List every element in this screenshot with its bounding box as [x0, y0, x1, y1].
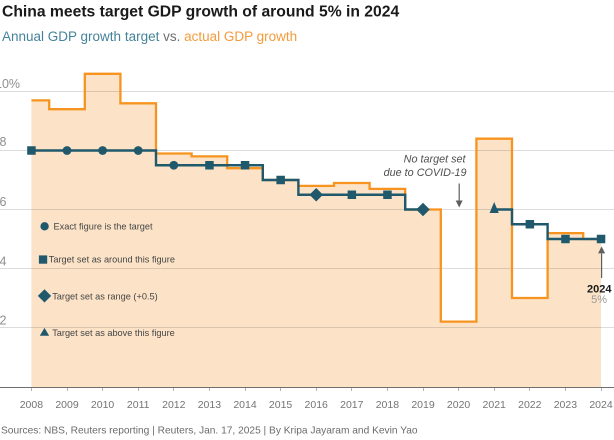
svg-text:2015: 2015: [269, 399, 293, 411]
svg-text:Annual GDP growth target vs. a: Annual GDP growth target vs. actual GDP …: [2, 29, 297, 44]
svg-text:2023: 2023: [554, 399, 578, 411]
svg-text:China meets target GDP growth: China meets target GDP growth of around …: [2, 4, 399, 21]
svg-text:Target set as around this figu: Target set as around this figure: [49, 255, 175, 265]
svg-text:Sources: NBS, Reuters reportin: Sources: NBS, Reuters reporting | Reuter…: [1, 426, 418, 437]
svg-text:10%: 10%: [0, 77, 20, 91]
svg-text:Target set as above this figur: Target set as above this figure: [52, 328, 175, 338]
svg-text:2014: 2014: [233, 399, 257, 411]
svg-text:5%: 5%: [591, 294, 607, 306]
svg-text:Exact figure is the target: Exact figure is the target: [54, 222, 154, 232]
svg-text:2020: 2020: [447, 399, 471, 411]
svg-text:2021: 2021: [483, 399, 507, 411]
svg-text:2018: 2018: [376, 399, 400, 411]
svg-text:2011: 2011: [127, 399, 150, 411]
svg-text:2009: 2009: [55, 399, 79, 411]
svg-text:2016: 2016: [305, 399, 329, 411]
svg-text:Target set as range (+0.5): Target set as range (+0.5): [52, 292, 157, 302]
svg-text:2: 2: [0, 314, 7, 328]
svg-text:2019: 2019: [411, 399, 435, 411]
svg-text:2022: 2022: [518, 399, 542, 411]
svg-text:4: 4: [0, 255, 7, 269]
svg-text:2010: 2010: [91, 399, 115, 411]
svg-text:2024: 2024: [587, 284, 612, 296]
svg-text:6: 6: [0, 195, 7, 209]
svg-text:2017: 2017: [340, 399, 364, 411]
svg-text:No target set: No target set: [404, 153, 467, 165]
svg-text:2008: 2008: [20, 399, 44, 411]
svg-text:due to COVID-19: due to COVID-19: [384, 167, 467, 179]
svg-text:2012: 2012: [162, 399, 186, 411]
svg-text:2013: 2013: [198, 399, 222, 411]
svg-text:8: 8: [0, 135, 7, 149]
svg-text:2024: 2024: [589, 399, 613, 411]
